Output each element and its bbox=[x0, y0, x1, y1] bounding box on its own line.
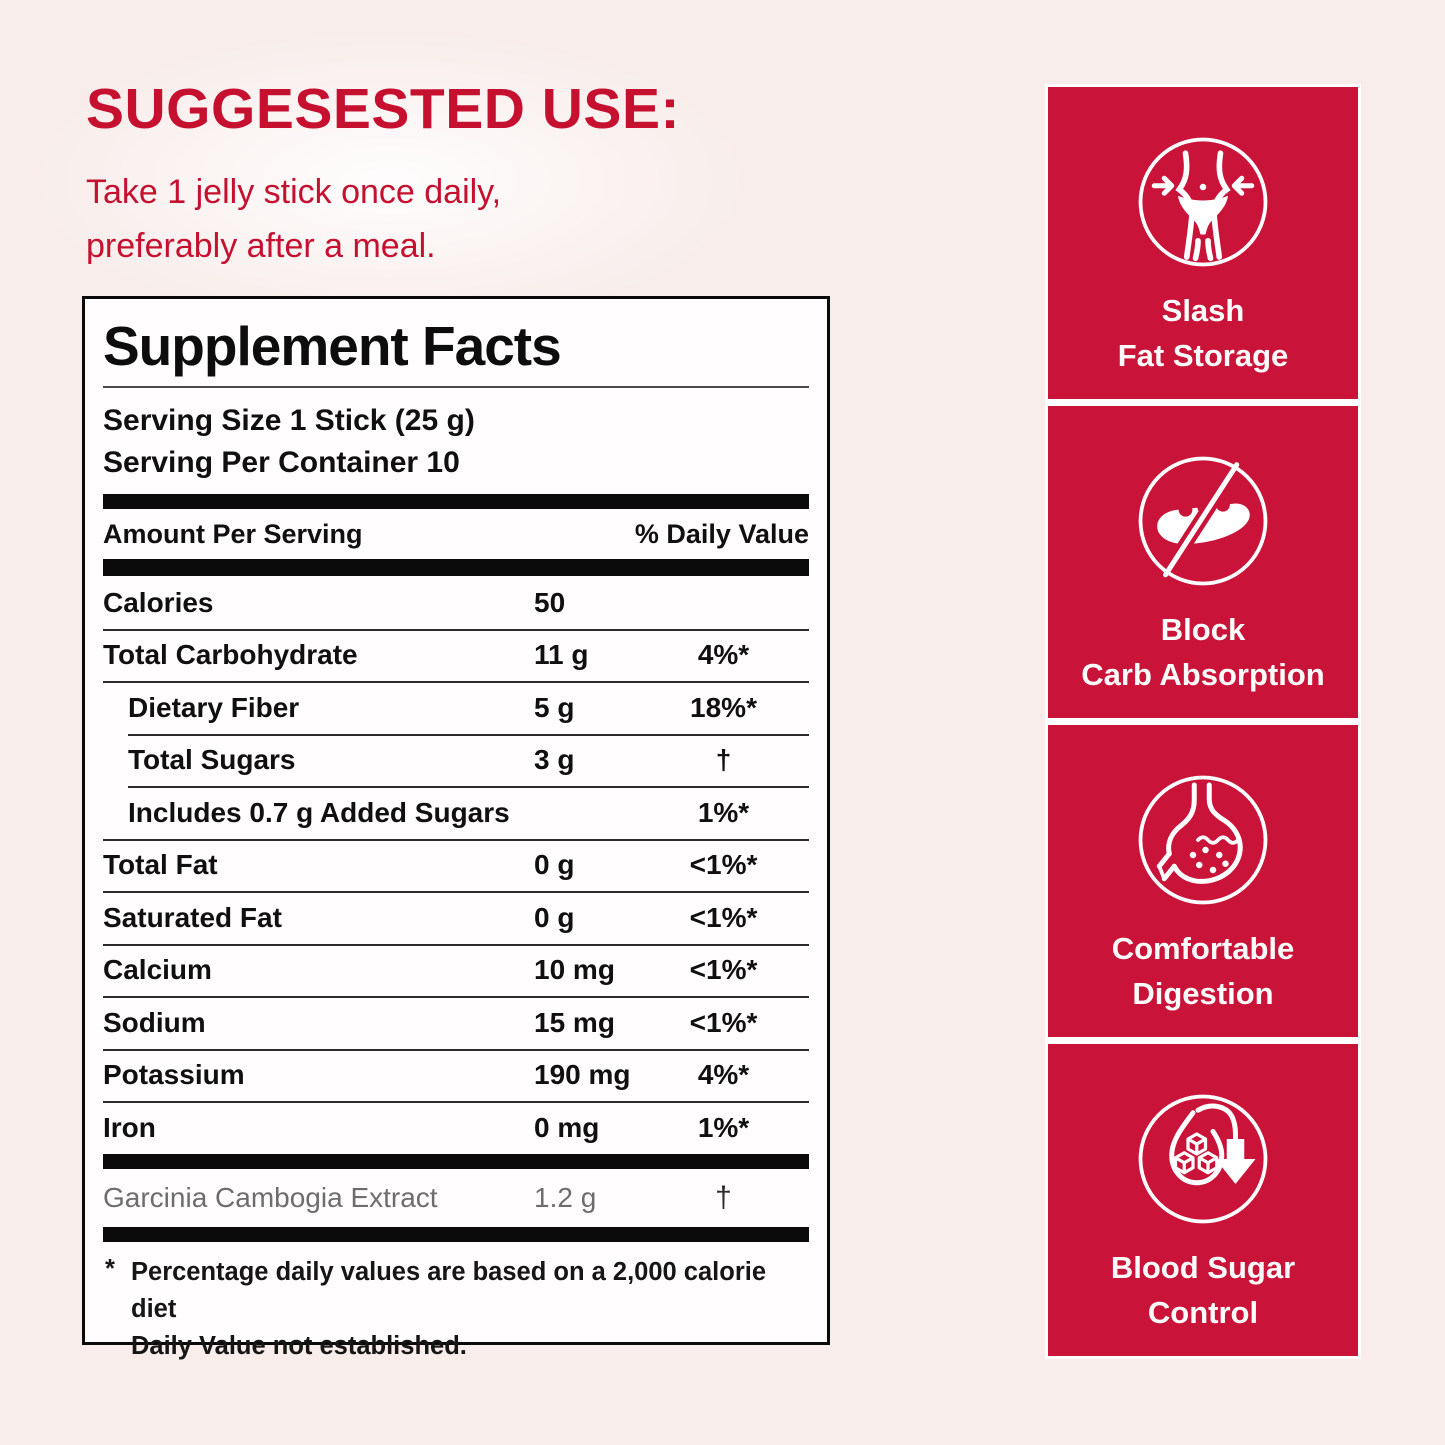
nutrient-amount: 0 mg bbox=[534, 1111, 600, 1143]
benefit-card-comfortable-digestion: Comfortable Digestion bbox=[1048, 725, 1358, 1037]
nutrient-name: Total Sugars bbox=[128, 744, 296, 775]
nutrient-dv: 1%* bbox=[697, 1111, 750, 1143]
thick-bar bbox=[103, 559, 809, 577]
nutrient-dv: 1%* bbox=[697, 796, 750, 828]
nutrient-name: Sodium bbox=[103, 1006, 206, 1038]
stomach-icon bbox=[1138, 775, 1268, 905]
nutrient-amount: 3 g bbox=[534, 744, 575, 775]
benefit-label: Block Carb Absorption bbox=[1081, 612, 1325, 692]
footnote-line1: Percentage daily values are based on a 2… bbox=[131, 1257, 767, 1323]
benefit-card-slash-fat-storage: Slash Fat Storage bbox=[1048, 87, 1358, 399]
nutrient-amount: 10 mg bbox=[534, 954, 615, 985]
benefit-label: Slash Fat Storage bbox=[1117, 293, 1289, 373]
serving-size: Serving Size 1 Stick (25 g) bbox=[103, 404, 475, 438]
table-row-total-carbohydrate: Total Carbohydrate 11 g 4%* bbox=[103, 628, 809, 682]
table-row-iron: Iron 0 mg 1%* bbox=[103, 1101, 809, 1154]
benefit-card-blood-sugar-control: Blood Sugar Control bbox=[1048, 1044, 1358, 1356]
nutrient-amount: 5 g bbox=[534, 691, 575, 723]
suggested-use-line2: preferably after a meal. bbox=[86, 226, 436, 265]
facts-title: Supplement Facts bbox=[103, 315, 562, 377]
nutrient-name: Potassium bbox=[103, 1059, 245, 1090]
column-header-dv: % Daily Value bbox=[634, 518, 809, 549]
table-row-calcium: Calcium 10 mg <1%* bbox=[103, 943, 809, 997]
nutrient-name: Total Carbohydrate bbox=[103, 639, 358, 670]
nutrient-name: Garcinia Cambogia Extract bbox=[103, 1181, 438, 1213]
suggested-use-text: Take 1 jelly stick once daily, preferabl… bbox=[86, 166, 680, 273]
column-header-amount: Amount Per Serving bbox=[103, 518, 363, 549]
nutrient-dv: <1%* bbox=[689, 901, 758, 933]
suggested-use-line1: Take 1 jelly stick once daily, bbox=[86, 173, 502, 211]
thick-bar bbox=[103, 1226, 809, 1242]
benefit-label: Comfortable Digestion bbox=[1111, 931, 1295, 1011]
nutrient-name: Saturated Fat bbox=[103, 901, 282, 933]
title-divider bbox=[103, 386, 809, 389]
nutrient-dv: <1%* bbox=[689, 954, 758, 985]
table-row-dietary-fiber: Dietary Fiber 5 g 18%* bbox=[103, 681, 809, 734]
nutrient-dv: 4%* bbox=[697, 639, 750, 670]
table-row-garcinia-extract: Garcinia Cambogia Extract 1.2 g † bbox=[103, 1169, 809, 1227]
table-row-calories: Calories 50 bbox=[103, 576, 809, 629]
nutrient-dv: 18%* bbox=[690, 691, 757, 723]
nutrient-name: Iron bbox=[103, 1111, 156, 1143]
nutrient-name: Total Fat bbox=[103, 849, 218, 880]
table-row-saturated-fat: Saturated Fat 0 g <1%* bbox=[103, 891, 809, 944]
nutrient-dv: 4%* bbox=[697, 1059, 750, 1090]
nutrient-amount: 50 bbox=[534, 586, 566, 618]
nutrient-amount: 0 g bbox=[534, 849, 575, 880]
table-row-total-sugars: Total Sugars 3 g † bbox=[103, 733, 809, 787]
thick-bar bbox=[103, 1153, 809, 1169]
benefits-column: Slash Fat Storage Block Carb Absorption bbox=[1045, 84, 1361, 1359]
nutrient-name: Includes 0.7 g Added Sugars bbox=[128, 796, 510, 828]
waist-slim-icon bbox=[1138, 137, 1268, 267]
column-header-row: Amount Per Serving % Daily Value bbox=[103, 509, 809, 559]
footnote-line2: Daily Value not established. bbox=[131, 1331, 467, 1360]
nutrient-name: Calories bbox=[103, 586, 214, 618]
nutrient-dv: <1%* bbox=[689, 1006, 758, 1038]
suggested-use-section: SUGGESESTED USE: Take 1 jelly stick once… bbox=[86, 76, 680, 273]
supplement-facts-panel: Supplement Facts Serving Size 1 Stick (2… bbox=[82, 296, 830, 1360]
footnote: * Percentage daily values are based on a… bbox=[103, 1254, 809, 1365]
thick-bar bbox=[103, 494, 809, 510]
table-row-added-sugars: Includes 0.7 g Added Sugars 1%* bbox=[103, 786, 809, 839]
table-row-total-fat: Total Fat 0 g <1%* bbox=[103, 838, 809, 892]
blood-drop-arrow-icon bbox=[1138, 1094, 1268, 1224]
suggested-use-heading: SUGGESESTED USE: bbox=[86, 77, 680, 141]
nutrient-dv: † bbox=[715, 1180, 732, 1214]
table-row-potassium: Potassium 190 mg 4%* bbox=[103, 1048, 809, 1102]
nutrient-dv: <1%* bbox=[689, 849, 758, 880]
footnote-marker: * bbox=[105, 1254, 115, 1283]
servings-per-container: Serving Per Container 10 bbox=[103, 446, 460, 480]
benefit-label: Blood Sugar Control bbox=[1110, 1250, 1296, 1330]
table-row-sodium: Sodium 15 mg <1%* bbox=[103, 996, 809, 1049]
no-bread-icon bbox=[1138, 456, 1268, 586]
benefit-card-block-carb-absorption: Block Carb Absorption bbox=[1048, 406, 1358, 718]
nutrient-name: Calcium bbox=[103, 954, 212, 985]
nutrient-amount: 1.2 g bbox=[534, 1181, 597, 1213]
nutrient-amount: 0 g bbox=[534, 901, 575, 933]
nutrient-dv: † bbox=[715, 744, 732, 775]
nutrient-amount: 11 g bbox=[534, 639, 589, 670]
nutrient-amount: 15 mg bbox=[534, 1006, 615, 1038]
nutrient-name: Dietary Fiber bbox=[128, 691, 300, 723]
nutrient-amount: 190 mg bbox=[534, 1059, 631, 1090]
